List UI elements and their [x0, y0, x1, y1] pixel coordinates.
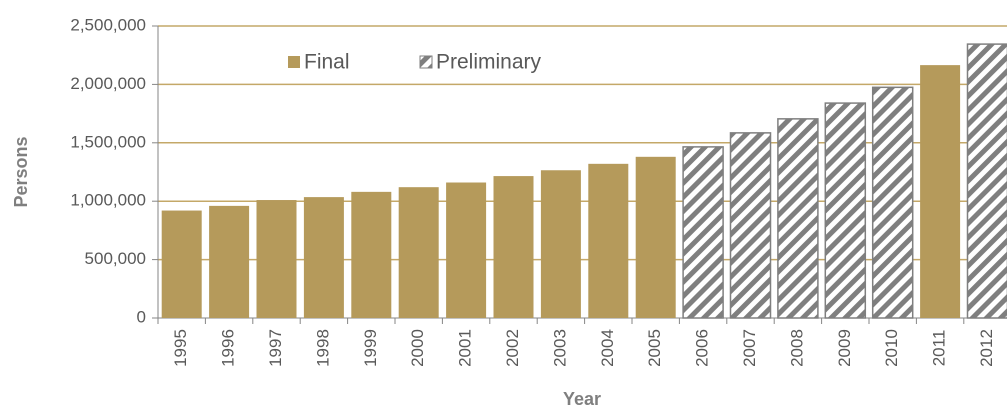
bar	[303, 197, 344, 318]
x-tick-label: 2002	[503, 329, 522, 367]
x-tick-label: 2000	[408, 329, 427, 367]
y-tick-label: 0	[137, 307, 146, 326]
bar	[729, 132, 772, 319]
bar	[209, 205, 250, 318]
bar	[920, 65, 961, 319]
x-tick-label: 2008	[787, 329, 806, 367]
bar	[777, 118, 819, 319]
bar	[493, 176, 534, 318]
bar	[398, 187, 439, 318]
x-tick-label: 1996	[219, 329, 238, 367]
x-tick-label: 2010	[882, 329, 901, 367]
bar	[446, 182, 487, 318]
x-tick-label: 1998	[313, 329, 332, 367]
y-axis-title: Persons	[11, 136, 31, 207]
x-axis-title: Year	[563, 389, 601, 409]
bar	[588, 163, 629, 318]
x-tick-label: 2007	[740, 329, 759, 367]
x-tick-label: 2006	[693, 329, 712, 367]
y-tick-label: 1,000,000	[70, 191, 146, 210]
x-tick-label: 2003	[550, 329, 569, 367]
bar	[351, 191, 392, 318]
x-tick-label: 2009	[835, 329, 854, 367]
legend-swatch	[288, 56, 300, 68]
x-tick-label: 2012	[977, 329, 996, 367]
x-tick-label: 2011	[930, 330, 949, 367]
y-tick-label: 1,500,000	[70, 132, 146, 151]
x-tick-label: 2005	[645, 329, 664, 367]
bar	[540, 170, 581, 318]
y-tick-label: 2,000,000	[70, 74, 146, 93]
bar	[635, 156, 676, 318]
legend-label: Final	[304, 51, 350, 74]
bar	[871, 86, 914, 319]
bar	[256, 200, 297, 318]
x-tick-label: 1997	[266, 329, 285, 367]
x-tick-label: 1999	[361, 329, 380, 367]
y-tick-label: 2,500,000	[70, 15, 146, 34]
bar	[682, 146, 724, 319]
y-tick-label: 500,000	[85, 249, 146, 268]
legend-swatch	[419, 55, 433, 69]
bar	[966, 43, 1007, 319]
legend-label: Preliminary	[436, 51, 542, 74]
bar	[161, 210, 202, 318]
x-tick-label: 2004	[598, 329, 617, 367]
bar	[824, 102, 867, 319]
x-tick-label: 1995	[171, 329, 190, 367]
x-tick-label: 2001	[456, 329, 475, 367]
